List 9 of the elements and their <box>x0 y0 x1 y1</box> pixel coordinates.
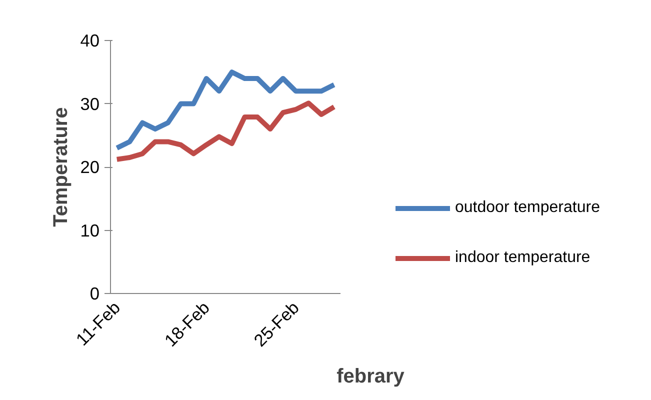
y-tick-label: 30 <box>80 94 100 114</box>
y-axis-title: Temperature <box>50 107 72 227</box>
y-tick-label: 20 <box>80 157 100 177</box>
y-tick-label: 10 <box>80 220 100 240</box>
y-tick-label: 0 <box>90 284 100 304</box>
legend-label: indoor temperature <box>455 249 590 267</box>
legend-label: outdoor temperature <box>455 199 600 217</box>
x-axis-title: febrary <box>336 365 406 388</box>
y-tick-label: 40 <box>80 30 100 50</box>
